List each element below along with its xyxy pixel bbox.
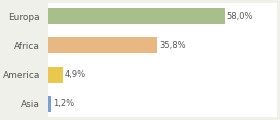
Text: 4,9%: 4,9% xyxy=(64,70,85,79)
Text: 1,2%: 1,2% xyxy=(53,99,74,108)
Bar xyxy=(48,67,63,83)
Bar xyxy=(48,37,157,53)
Text: 35,8%: 35,8% xyxy=(159,41,185,50)
Bar xyxy=(48,96,52,112)
Text: 58,0%: 58,0% xyxy=(227,12,253,21)
Bar xyxy=(48,8,225,24)
